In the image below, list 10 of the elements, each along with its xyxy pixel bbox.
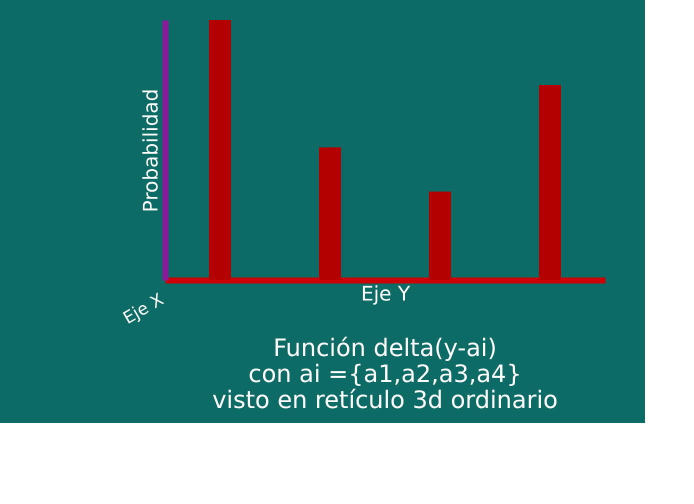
bar xyxy=(209,20,231,280)
bar xyxy=(319,147,341,280)
text: Función delta(y-ai) xyxy=(273,334,497,362)
text: visto en retículo 3d ordinario xyxy=(212,386,558,414)
bar xyxy=(539,85,561,280)
x-axis-title: Eje Y xyxy=(360,282,411,306)
text: Eje X xyxy=(120,290,168,329)
y-axis-title: Probabilidad xyxy=(138,88,162,212)
bar xyxy=(429,192,451,280)
text: con ai ={a1,a2,a3,a4} xyxy=(248,360,522,388)
